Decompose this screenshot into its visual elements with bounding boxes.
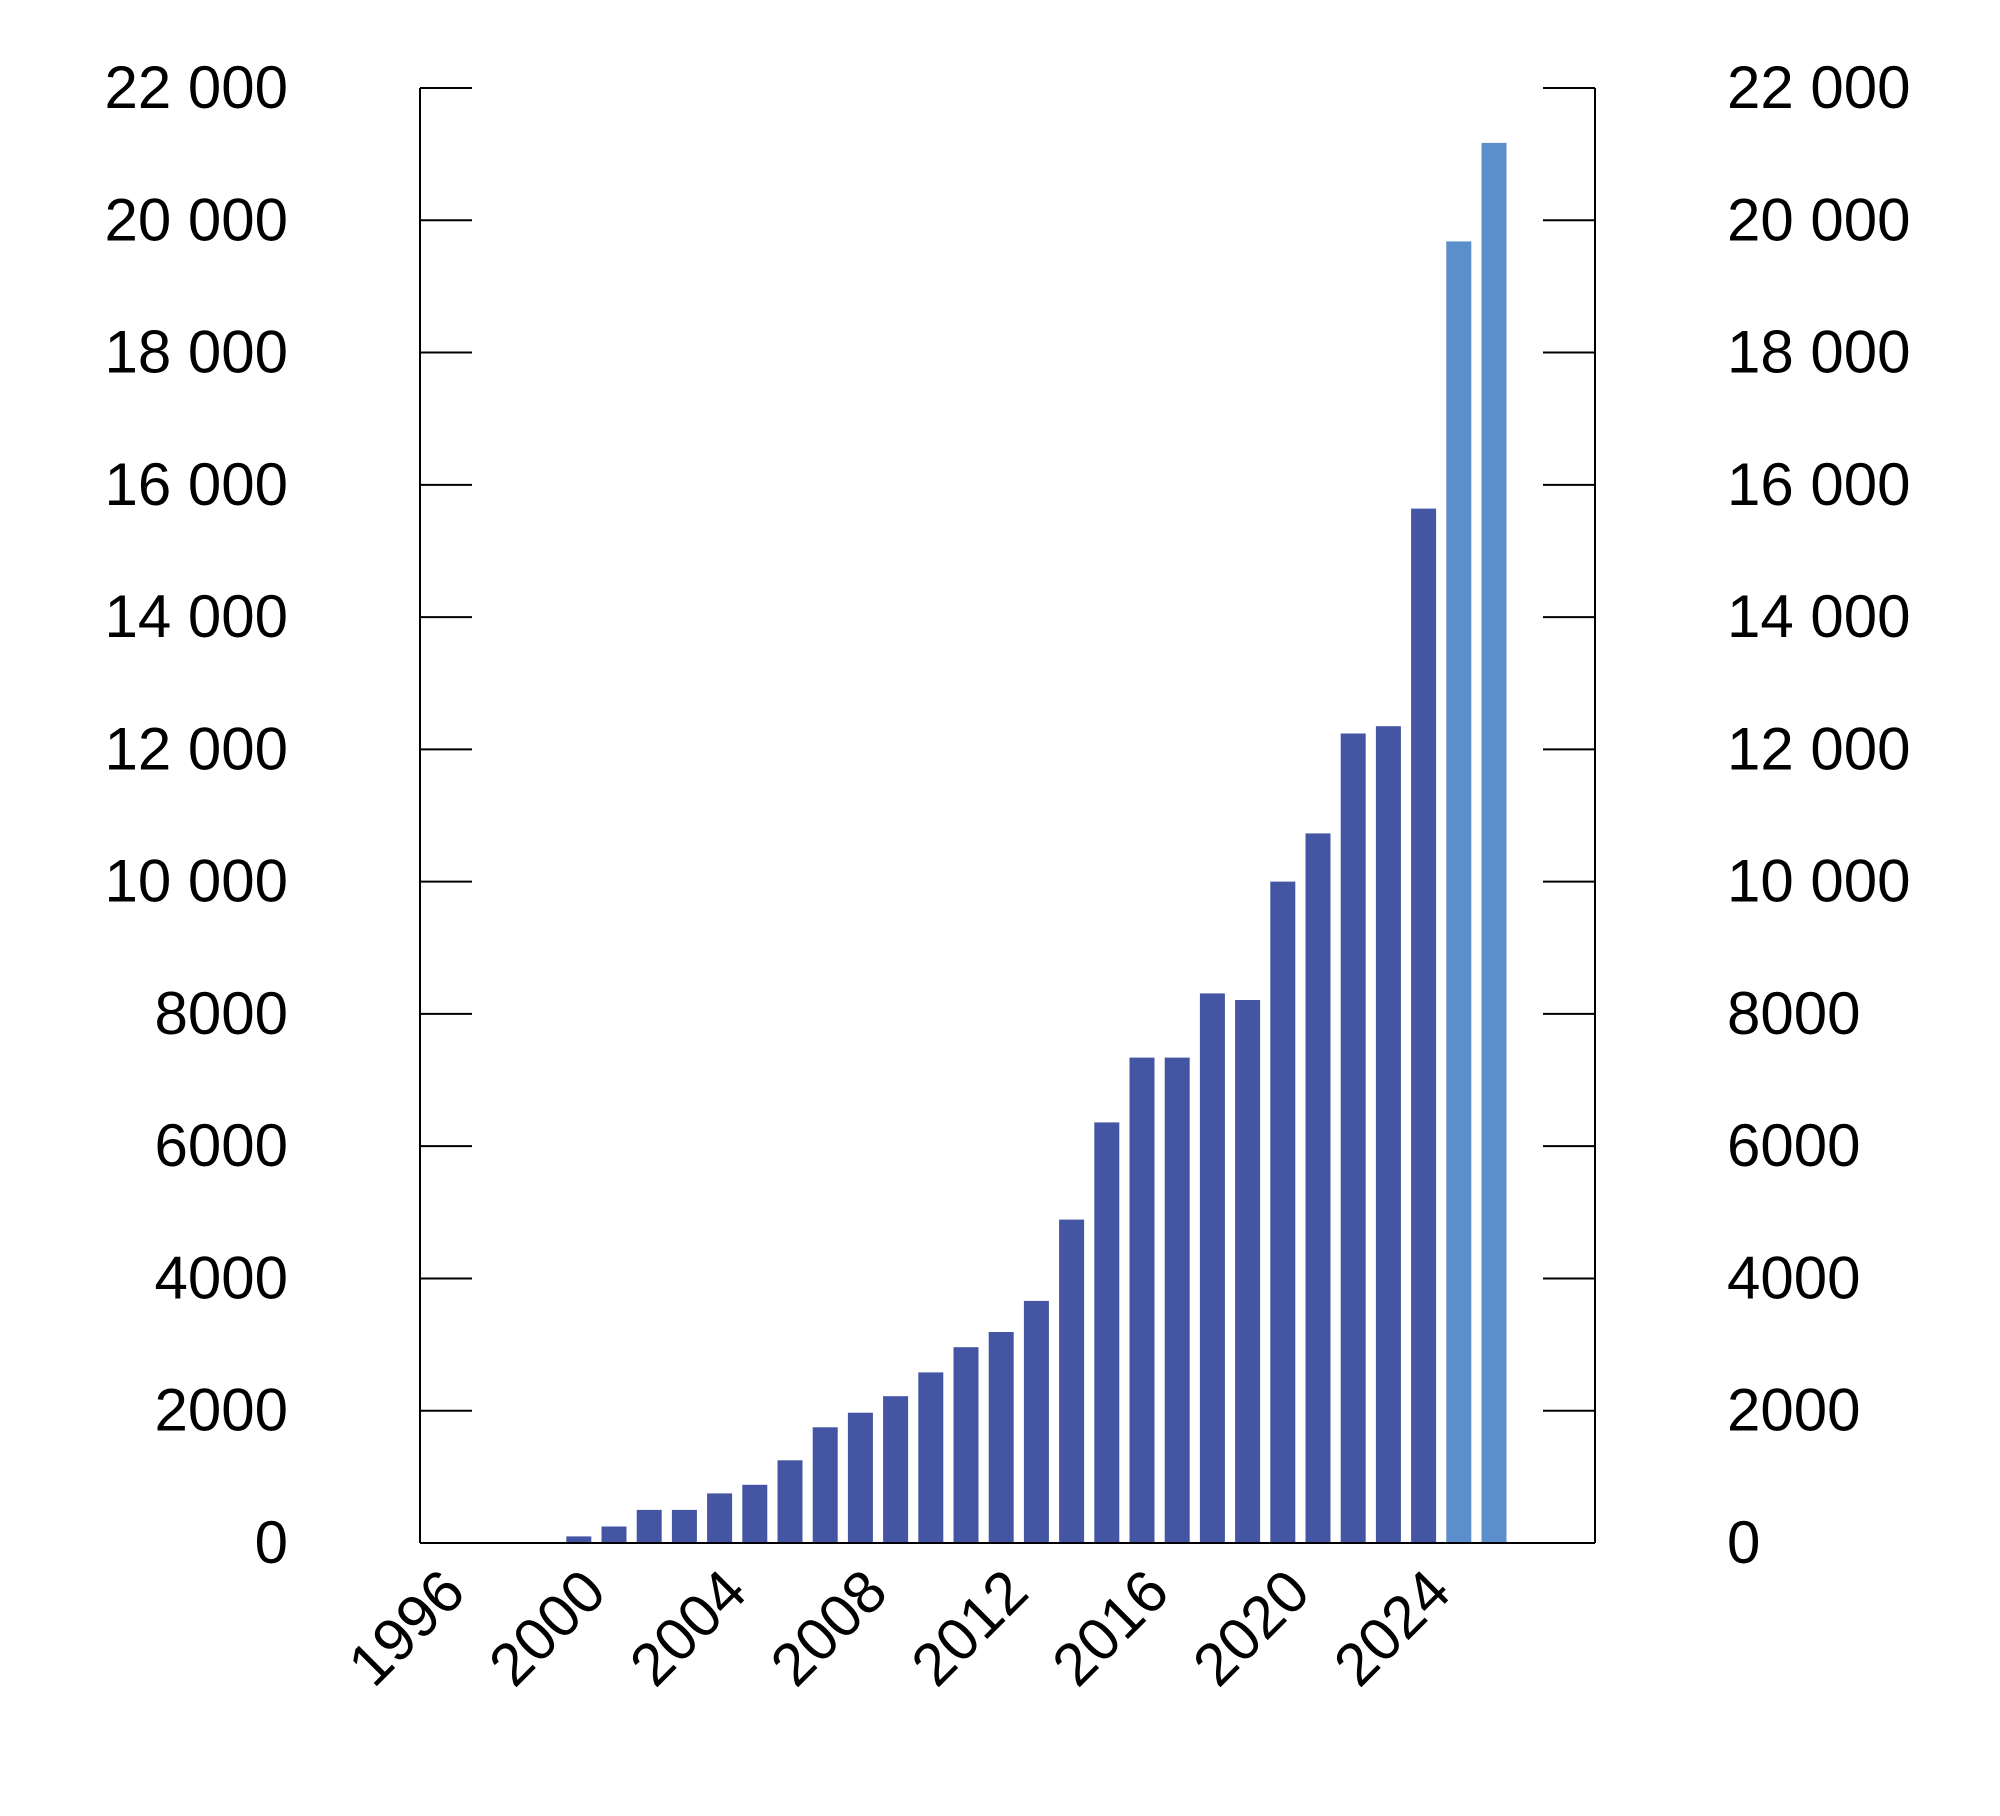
right-y-tick-label: 14 000 [1727,583,1911,650]
x-tick-label-2020: 2020 [1180,1557,1322,1699]
bar-2014 [1059,1219,1085,1543]
right-y-tick-label: 18 000 [1727,319,1911,386]
x-tick-label-2008: 2008 [758,1557,900,1699]
x-tick-label-2000: 2000 [476,1557,618,1699]
axes-group [419,88,1596,1544]
left-y-tick-label: 16 000 [104,451,288,518]
bar-2021 [1305,833,1331,1543]
bar-2012 [988,1332,1014,1543]
left-y-tick-label: 10 000 [104,848,288,915]
right-y-tick-label: 12 000 [1727,715,1911,782]
left-y-tick-label: 0 [255,1509,288,1576]
bar-2008 [847,1412,873,1543]
left-y-tick-label: 18 000 [104,319,288,386]
left-y-tick-label: 2000 [155,1377,288,1444]
bar-2006 [777,1460,803,1543]
bar-2017 [1164,1057,1190,1543]
right-y-tick-label: 20 000 [1727,186,1911,253]
right-y-tick-label: 22 000 [1727,54,1911,121]
right-y-tick-label: 6000 [1727,1112,1860,1179]
bar-2023 [1375,726,1401,1543]
left-y-tick-label: 20 000 [104,186,288,253]
right-y-tick-label: 10 000 [1727,848,1911,915]
bar-2013 [1023,1300,1049,1543]
bar-2016 [1129,1057,1155,1543]
bar-2010 [918,1372,944,1543]
bar-2025 [1446,241,1472,1543]
bar-2009 [883,1396,909,1543]
bar-extra-30 [1481,142,1507,1543]
bar-2000 [566,1536,592,1543]
right-y-tick-label: 0 [1727,1509,1760,1576]
bar-2002 [636,1509,662,1543]
bar-2005 [742,1484,768,1543]
left-y-tick-label: 22 000 [104,54,288,121]
left-y-tick-label: 6000 [155,1112,288,1179]
right-y-tick-label: 8000 [1727,980,1860,1047]
bar-2022 [1340,733,1366,1543]
bar-2003 [671,1509,697,1543]
bars-group [566,142,1507,1544]
right-y-tick-label: 16 000 [1727,451,1911,518]
x-tick-label-2024: 2024 [1321,1557,1463,1699]
left-y-tick-label: 8000 [155,980,288,1047]
x-tick-label-2004: 2004 [617,1557,759,1699]
bar-2018 [1199,993,1225,1543]
bar-2015 [1094,1122,1120,1543]
left-y-tick-label: 12 000 [104,715,288,782]
bar-2011 [953,1347,979,1543]
right-y-tick-label: 2000 [1727,1377,1860,1444]
bar-2007 [812,1427,838,1543]
bar-2004 [707,1493,733,1543]
x-tick-label-2016: 2016 [1039,1557,1181,1699]
left-y-tick-label: 4000 [155,1244,288,1311]
bar-2020 [1270,881,1296,1543]
x-tick-label-1996: 1996 [335,1557,477,1699]
bar-2019 [1235,1000,1261,1543]
bar-2024 [1411,508,1437,1544]
x-tick-label-2012: 2012 [899,1557,1041,1699]
bar-2001 [601,1526,627,1543]
left-y-tick-label: 14 000 [104,583,288,650]
right-y-tick-label: 4000 [1727,1244,1860,1311]
